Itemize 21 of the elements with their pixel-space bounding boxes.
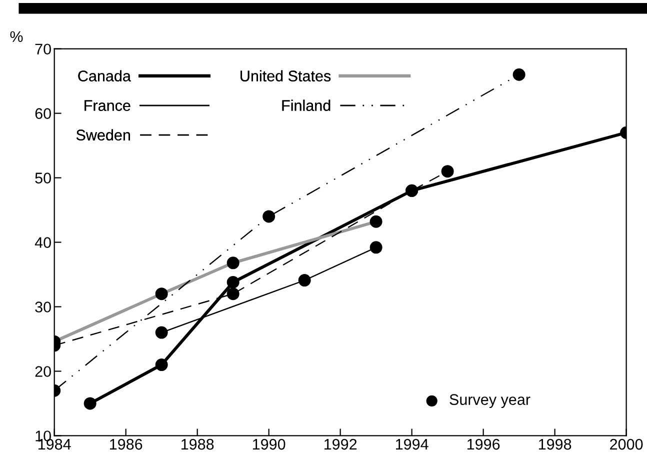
y-axis-title: % [10,31,23,42]
legend-label: Sweden [76,129,130,140]
x-tick-label: 1994 [396,438,428,450]
legend-label: Canada [78,70,131,82]
legend-label: United States [240,70,331,82]
legend-label: France [84,100,130,111]
x-tick-label: 1998 [538,438,572,450]
legend-label: Finland [282,100,330,111]
x-tick-label: 2000 [610,438,643,450]
y-tick-label: 20 [35,366,51,377]
annotation: Survey year [450,394,530,408]
x-tick-label: 1992 [324,438,357,450]
y-tick-label: 40 [34,237,51,248]
x-tick-label: 1990 [253,438,286,450]
x-tick-label: 1996 [467,438,500,450]
x-tick-label: 1988 [182,438,214,450]
x-tick-label: 1986 [110,438,142,450]
y-tick-label: 70 [35,44,51,55]
y-tick-label: 50 [35,172,51,184]
y-tick-label: 60 [35,108,51,119]
y-tick-label: 30 [35,302,51,312]
